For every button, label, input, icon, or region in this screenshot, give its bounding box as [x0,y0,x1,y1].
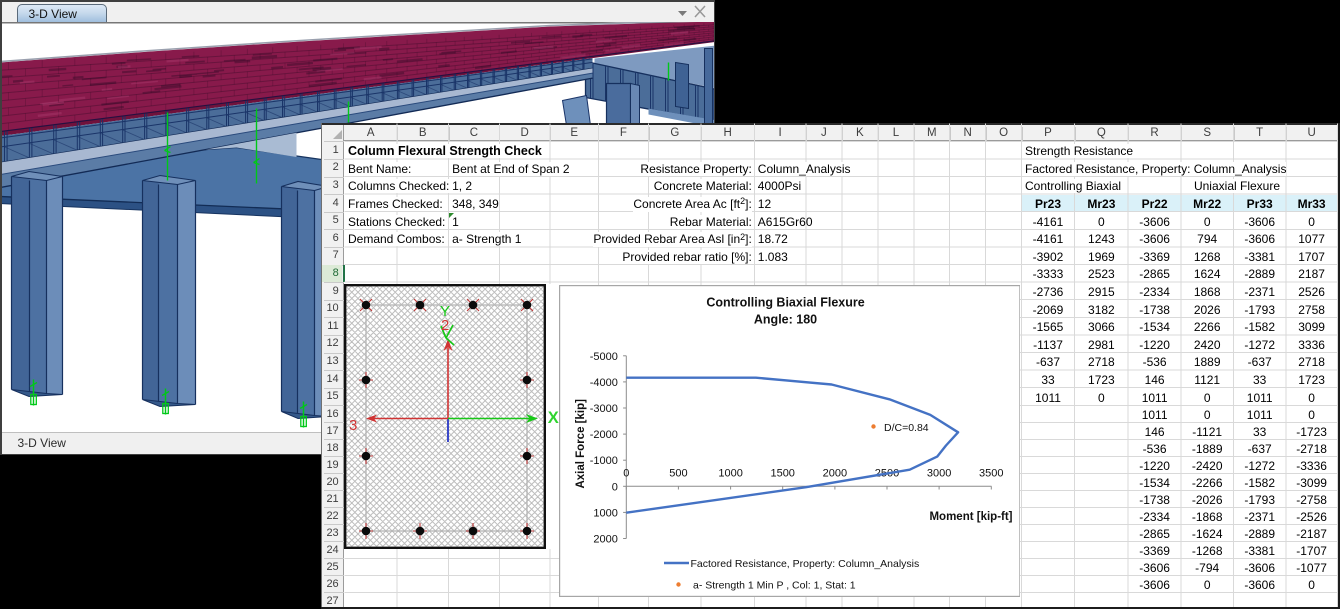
svg-text:3000: 3000 [926,467,950,479]
svg-text:-3000: -3000 [589,403,617,415]
svg-text:D/C=0.84: D/C=0.84 [884,422,929,434]
svg-text:Y: Y [440,303,450,320]
svg-text:500: 500 [669,467,687,479]
svg-text:1000: 1000 [593,507,617,519]
svg-text:Factored Resistance, Property:: Factored Resistance, Property: Column_An… [690,558,919,570]
svg-text:-1000: -1000 [589,455,617,467]
svg-text:a- Strength 1 Min P , Col: 1,: a- Strength 1 Min P , Col: 1, Stat: 1 [693,579,856,591]
svg-text:-5000: -5000 [589,350,617,362]
svg-text:Axial Force [kip]: Axial Force [kip] [575,398,587,488]
svg-text:3500: 3500 [979,467,1003,479]
svg-text:2: 2 [441,317,449,334]
svg-text:Moment [kip-ft]: Moment [kip-ft] [929,511,1012,523]
svg-text:-2000: -2000 [589,429,617,441]
svg-text:3: 3 [349,417,357,434]
svg-text:Angle: 180: Angle: 180 [753,312,816,326]
svg-text:2000: 2000 [822,467,846,479]
svg-text:-4000: -4000 [589,376,617,388]
svg-text:0: 0 [611,481,617,493]
svg-text:1000: 1000 [718,467,742,479]
svg-text:0: 0 [623,467,629,479]
svg-text:2000: 2000 [593,533,617,545]
svg-text:Controlling Biaxial Flexure: Controlling Biaxial Flexure [706,295,864,309]
svg-text:1500: 1500 [770,467,794,479]
